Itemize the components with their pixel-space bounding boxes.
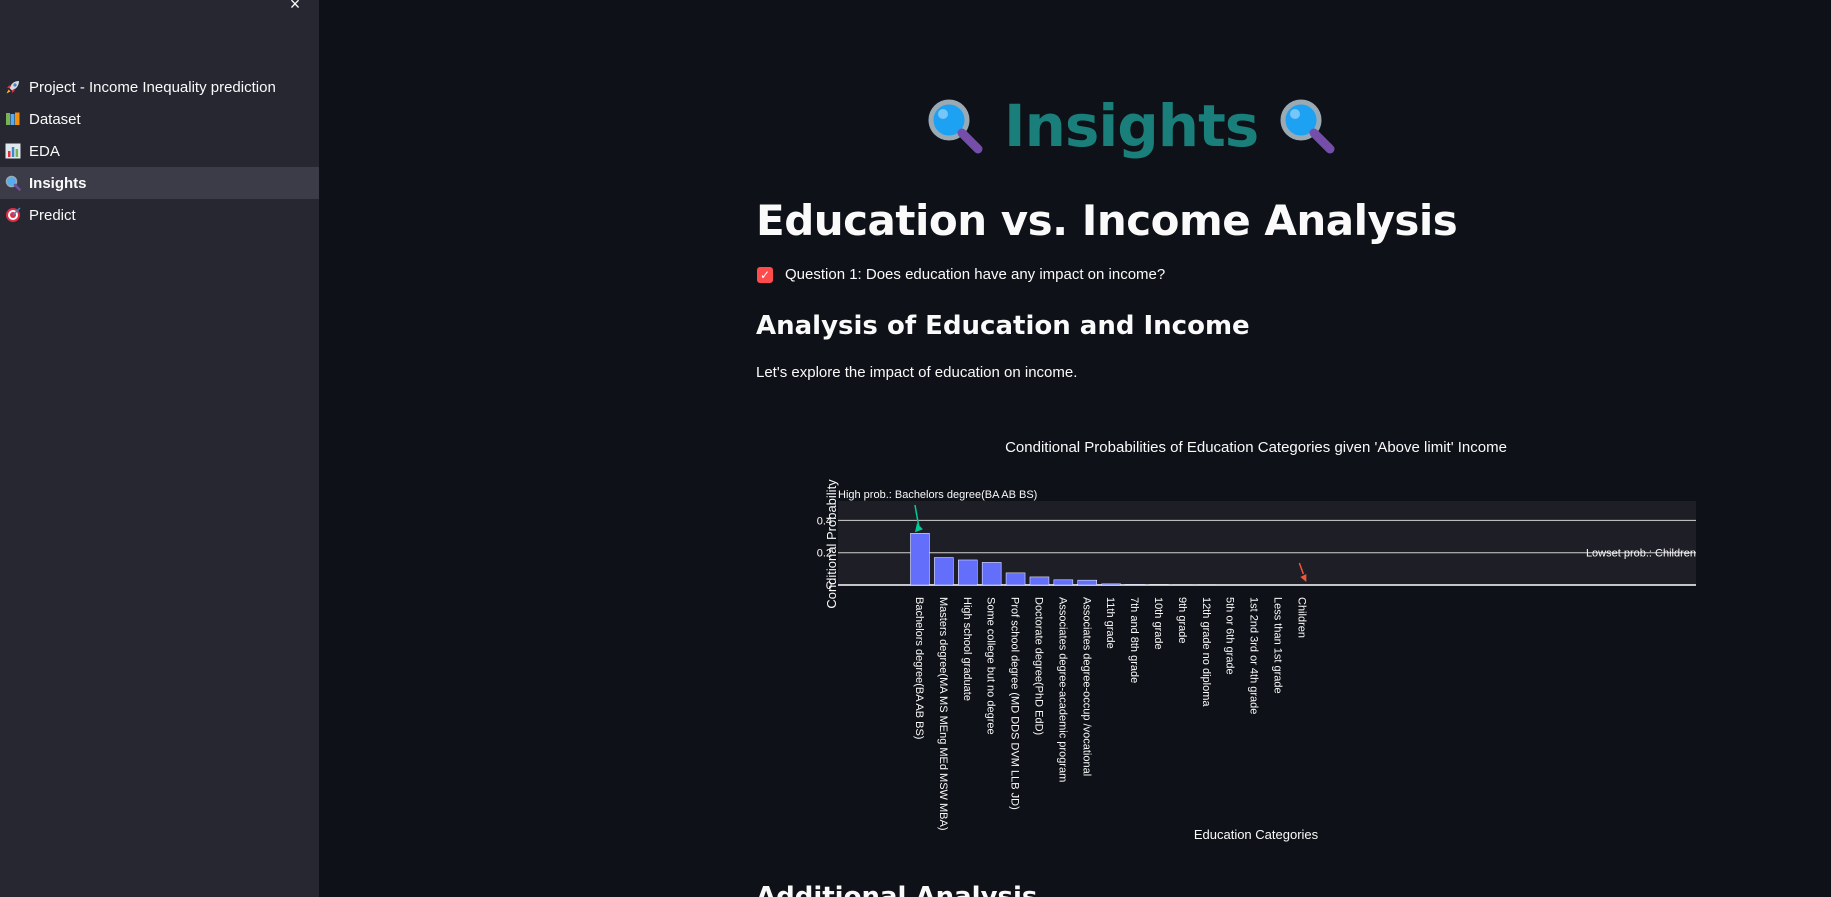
sidebar-item-dataset[interactable]: Dataset [0, 103, 319, 135]
sidebar-item-eda[interactable]: EDA [0, 135, 319, 167]
x-tick-label: 1st 2nd 3rd or 4th grade [1248, 597, 1260, 714]
plot-area: 0 0.2 0.4 Bachelors degree(BA AB BS) Masters… [817, 489, 1696, 831]
bar [1029, 576, 1050, 586]
checkbox-label: Question 1: Does education have any impa… [785, 266, 1166, 283]
bar [910, 533, 930, 586]
magnifier-icon [2, 173, 24, 193]
bar [1005, 572, 1026, 586]
rocket-icon [2, 77, 24, 97]
check-icon: ✓ [757, 266, 773, 283]
x-tick-label: Associates degree-occup /vocational [1080, 597, 1092, 776]
page-title: Education vs. Income Analysis [756, 196, 1458, 245]
bar-chart-icon [2, 141, 24, 161]
low-prob-annotation: Lowset prob.: Children [1586, 548, 1696, 560]
x-tick-label: Prof school degree (MD DDS DVM LLB JD) [1009, 597, 1021, 810]
bar [1101, 583, 1121, 586]
sidebar-item-predict[interactable]: Predict [0, 199, 319, 231]
books-icon [2, 109, 24, 129]
x-axis-label: Education Categories [1194, 827, 1319, 842]
x-tick-label: Children [1295, 597, 1307, 638]
x-tick-label: 7th and 8th grade [1128, 597, 1140, 683]
section-heading: Analysis of Education and Income [756, 311, 1250, 341]
y-tick-label: 0.4 [817, 515, 832, 527]
x-tick-label: 5th or 6th grade [1224, 597, 1236, 675]
high-prob-arrow [914, 504, 920, 528]
sidebar-item-label: EDA [29, 142, 60, 160]
magnifier-icon [928, 99, 983, 154]
bar [1077, 579, 1097, 586]
y-tick-label: 0.2 [817, 548, 832, 560]
sidebar: × Project - Income Inequality prediction… [0, 0, 319, 897]
x-tick-label: High school graduate [961, 597, 973, 701]
x-tick-label: Doctorate degree(PhD EdD) [1032, 597, 1044, 735]
x-tick-label: Masters degree(MA MS MEng MEd MSW MBA) [937, 597, 949, 831]
low-prob-arrowhead [1300, 574, 1307, 582]
target-icon [2, 205, 24, 225]
high-prob-annotation: High prob.: Bachelors degree(BA AB BS) [838, 489, 1037, 501]
x-tick-label: 10th grade [1152, 597, 1164, 650]
plot-background [838, 501, 1696, 585]
sidebar-item-label: Project - Income Inequality prediction [29, 78, 276, 96]
sidebar-item-label: Dataset [29, 110, 81, 128]
bar [1053, 579, 1074, 586]
question-1-checkbox[interactable]: ✓ Question 1: Does education have any im… [757, 266, 1165, 283]
bar [958, 559, 978, 586]
hero-header: Insights [924, 92, 1338, 160]
x-tick-label: 12th grade no diploma [1200, 597, 1212, 707]
x-tick-label: 11th grade [1104, 597, 1116, 649]
x-tick-label: Some college but no degree [985, 597, 997, 735]
sidebar-nav: Project - Income Inequality prediction D… [0, 71, 319, 231]
section-paragraph: Let's explore the impact of education on… [756, 364, 1078, 381]
sidebar-item-label: Predict [29, 206, 76, 224]
high-prob-arrowhead [914, 523, 923, 533]
close-sidebar-button[interactable]: × [289, 0, 301, 14]
sidebar-item-insights[interactable]: Insights [0, 167, 319, 199]
next-section-heading: Additional Analysis [756, 882, 1038, 897]
sidebar-item-project[interactable]: Project - Income Inequality prediction [0, 71, 319, 103]
x-tick-label: Associates degree-academic program [1056, 597, 1068, 782]
low-prob-arrow [1298, 562, 1305, 575]
chart-title: Conditional Probabilities of Education C… [1005, 439, 1507, 456]
sidebar-item-label: Insights [29, 174, 87, 192]
magnifier-icon [1280, 99, 1335, 154]
main-content: Insights Education vs. Income Analysis ✓… [319, 0, 1831, 897]
y-tick-label: 0 [826, 580, 832, 592]
x-tick-label: Bachelors degree(BA AB BS) [913, 597, 925, 739]
bar [1125, 584, 1145, 586]
x-tick-label: Less than 1st grade [1271, 597, 1283, 694]
bar [934, 557, 954, 586]
chart-container: Conditional Probabilities of Education C… [756, 420, 1701, 860]
hero-title: Insights [1004, 92, 1259, 160]
x-tick-label: 9th grade [1176, 597, 1188, 643]
y-axis-label: Conditional Probability [824, 479, 839, 609]
conditional-probability-chart: Conditional Probabilities of Education C… [817, 439, 1696, 842]
bar [981, 562, 1002, 586]
